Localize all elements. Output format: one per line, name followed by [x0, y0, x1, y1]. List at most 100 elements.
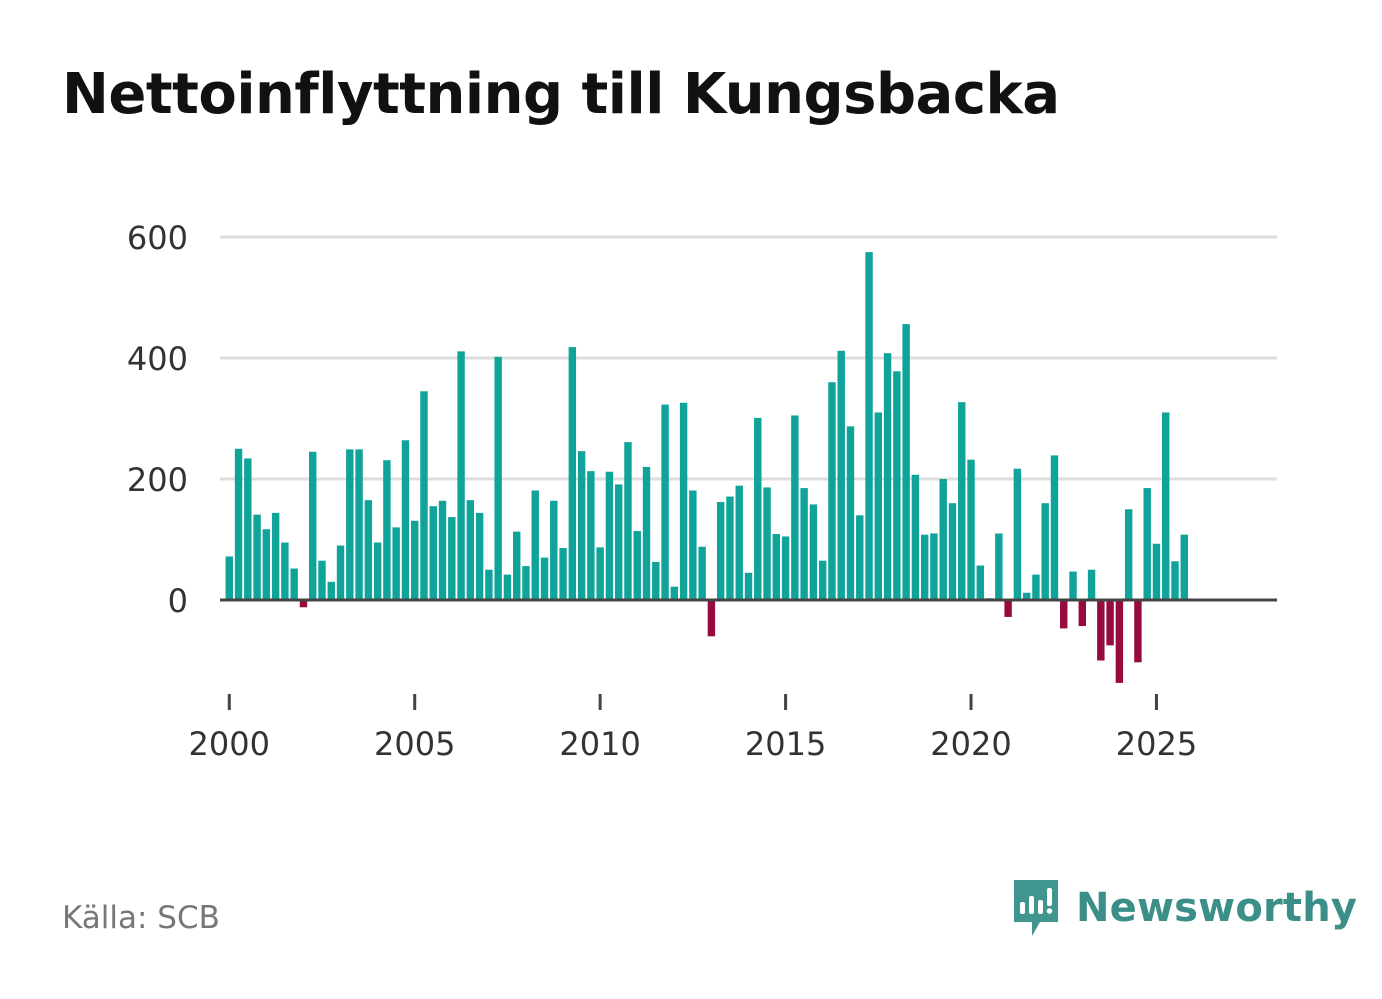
- newsworthy-logo-icon: [1014, 880, 1058, 936]
- bar: [494, 356, 502, 600]
- bar: [596, 547, 604, 600]
- chart-title: Nettoinflyttning till Kungsbacka: [62, 62, 1060, 127]
- brand-logo[interactable]: Newsworthy: [1010, 878, 1357, 938]
- x-tick-label: 2025: [1116, 725, 1197, 763]
- bar: [902, 324, 910, 600]
- x-tick-label: 2015: [745, 725, 826, 763]
- bar: [1069, 571, 1077, 600]
- bar: [1078, 600, 1086, 627]
- bar: [735, 485, 743, 600]
- bar: [800, 488, 808, 600]
- bar: [865, 252, 873, 600]
- bar: [577, 451, 586, 600]
- bar: [976, 565, 985, 600]
- bar: [605, 471, 614, 600]
- bar: [309, 451, 317, 600]
- bar: [689, 490, 697, 600]
- y-tick-label: 600: [127, 219, 188, 257]
- bar: [346, 449, 354, 600]
- bar: [559, 547, 567, 600]
- x-tick-label: 2010: [559, 725, 640, 763]
- bar: [633, 531, 641, 600]
- bar: [1060, 600, 1068, 629]
- x-tick-label: 2020: [930, 725, 1011, 763]
- bar: [754, 417, 762, 600]
- bar: [781, 536, 790, 600]
- bar: [568, 347, 577, 600]
- bar: [1022, 592, 1031, 600]
- bar: [846, 426, 855, 600]
- bar: [652, 561, 660, 600]
- bar: [327, 581, 335, 600]
- bar: [948, 503, 957, 600]
- bar: [401, 440, 410, 600]
- bar: [429, 506, 437, 600]
- bar: [920, 534, 929, 600]
- bar: [1050, 455, 1059, 600]
- bar: [244, 458, 252, 600]
- bar: [512, 531, 521, 600]
- bar: [1180, 534, 1188, 600]
- x-tick-label: 2000: [189, 725, 270, 763]
- gridlines: [220, 235, 1277, 481]
- bar: [281, 542, 289, 600]
- bar: [1171, 561, 1179, 600]
- bar: [531, 490, 539, 600]
- bar: [225, 556, 233, 600]
- bar: [1115, 600, 1124, 683]
- bar: [1124, 509, 1133, 600]
- bar: [791, 415, 799, 600]
- bar: [837, 350, 845, 600]
- bar: [995, 533, 1003, 600]
- bar: [670, 586, 679, 600]
- bar: [438, 500, 447, 600]
- brand-name: Newsworthy: [1076, 885, 1358, 931]
- bar: [290, 568, 298, 600]
- bar: [271, 512, 280, 600]
- bar: [540, 557, 549, 600]
- bar: [828, 382, 836, 600]
- bar: [1087, 569, 1096, 600]
- bar: [299, 600, 308, 608]
- bar: [707, 600, 716, 637]
- bar: [411, 520, 419, 600]
- bar: [1134, 600, 1142, 663]
- bar: [262, 529, 271, 600]
- bar: [336, 545, 345, 600]
- bar: [809, 504, 818, 600]
- bar: [939, 479, 947, 600]
- bar: [318, 560, 326, 600]
- bar: [716, 501, 725, 600]
- source-label: Källa: SCB: [62, 900, 220, 936]
- bar: [550, 500, 558, 600]
- bar: [698, 546, 706, 600]
- bar: [466, 500, 475, 600]
- bar: [503, 574, 512, 600]
- bar: [364, 500, 373, 600]
- bar: [642, 466, 651, 600]
- bar: [373, 542, 382, 600]
- bar: [1143, 488, 1151, 600]
- y-tick-label: 400: [127, 340, 188, 378]
- bar-chart: 0 200 400 600 2000 2005 2010 2015 2020 2025: [127, 219, 1277, 763]
- bar: [475, 512, 484, 600]
- bar: [1013, 468, 1022, 600]
- bar: [392, 527, 400, 600]
- bar: [874, 412, 883, 600]
- bar: [930, 533, 938, 600]
- bar: [763, 487, 771, 600]
- bar: [457, 351, 465, 600]
- bar: [355, 449, 363, 600]
- bar: [883, 353, 892, 600]
- bar: [911, 474, 920, 600]
- bar: [744, 572, 753, 600]
- bar: [661, 404, 669, 600]
- x-axis: 2000 2005 2010 2015 2020 2025: [189, 694, 1197, 763]
- bar: [856, 515, 864, 600]
- bar: [1032, 574, 1040, 600]
- bar-series: [225, 252, 1188, 683]
- bar: [818, 560, 827, 600]
- bar: [1162, 412, 1170, 600]
- bar: [485, 569, 493, 600]
- bar: [383, 460, 391, 600]
